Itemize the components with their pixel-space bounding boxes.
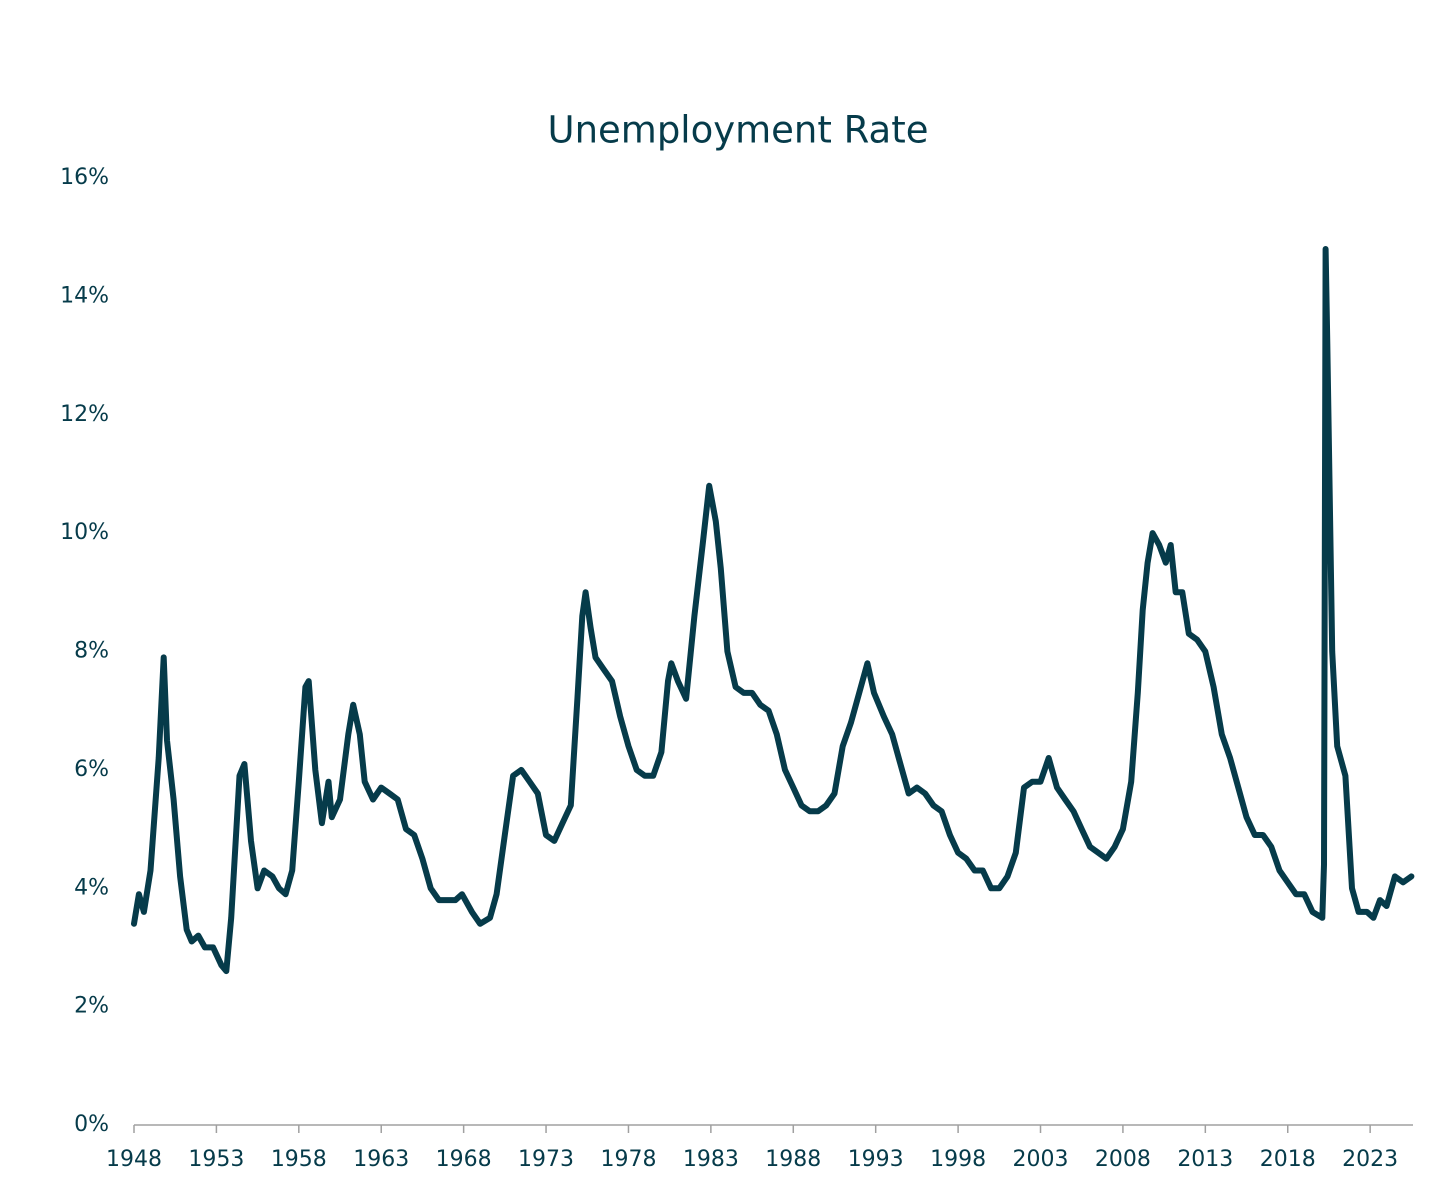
data-line <box>131 246 1415 975</box>
x-tick-label: 1988 <box>765 1147 821 1172</box>
x-tick-label: 2003 <box>1013 1147 1069 1172</box>
x-tick-label: 1963 <box>353 1147 409 1172</box>
x-tick-label: 1958 <box>271 1147 327 1172</box>
y-tick-label: 4% <box>74 875 109 900</box>
x-tick-label: 1993 <box>848 1147 904 1172</box>
x-tick-label: 2023 <box>1342 1147 1398 1172</box>
y-tick-label: 16% <box>60 165 109 190</box>
y-tick-label: 2% <box>74 994 109 1019</box>
x-tick-label: 1973 <box>518 1147 574 1172</box>
y-tick-label: 10% <box>60 520 109 545</box>
x-tick-label: 2018 <box>1260 1147 1316 1172</box>
x-tick-label: 1968 <box>436 1147 492 1172</box>
y-tick-label: 8% <box>74 639 109 664</box>
x-tick-label: 1978 <box>600 1147 656 1172</box>
x-tick-label: 2008 <box>1095 1147 1151 1172</box>
y-tick-label: 6% <box>74 757 109 782</box>
y-tick-label: 0% <box>74 1112 109 1137</box>
y-tick-label: 12% <box>60 402 109 427</box>
x-tick-label: 1998 <box>930 1147 986 1172</box>
x-tick-label: 1983 <box>683 1147 739 1172</box>
x-tick-label: 2013 <box>1177 1147 1233 1172</box>
x-tick-label: 1953 <box>188 1147 244 1172</box>
y-tick-label: 14% <box>60 283 109 308</box>
x-tick-label: 1948 <box>106 1147 162 1172</box>
chart-title: Unemployment Rate <box>547 109 928 152</box>
